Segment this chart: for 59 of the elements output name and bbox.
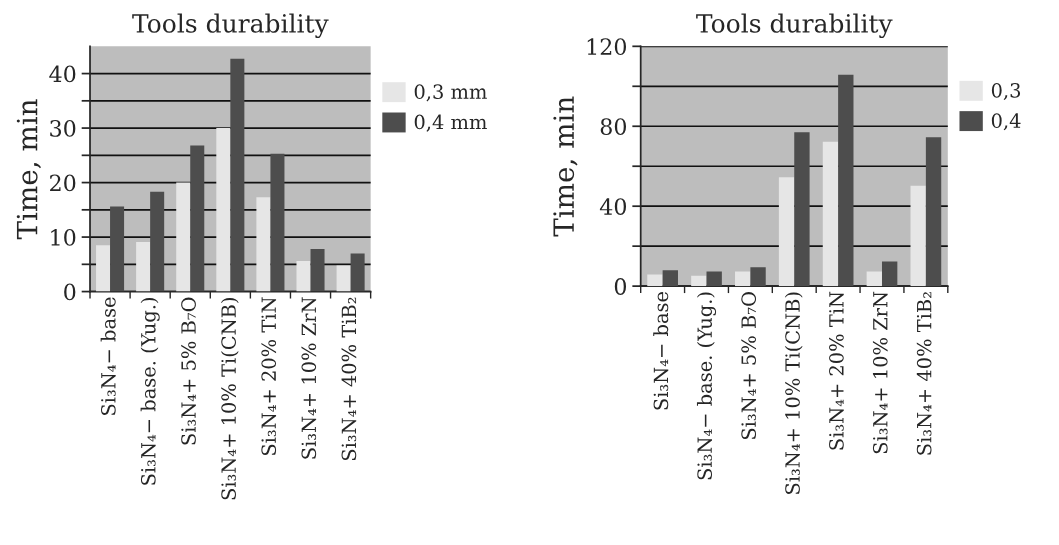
bar (110, 206, 125, 292)
legend-label: 0,4 mm (414, 114, 487, 132)
bar (866, 271, 882, 287)
bar (882, 261, 898, 287)
bar (794, 132, 810, 287)
bar (778, 177, 795, 287)
bar (822, 141, 839, 287)
y-tick-label: 0 (614, 278, 627, 295)
bar (750, 267, 766, 287)
x-tick-label: Si₃N₄− base. (Yug.) (696, 292, 717, 480)
x-tick-label: Si₃N₄− base (100, 297, 116, 415)
bar (662, 270, 678, 287)
x-tick-label: Si₃N₄+ 20% TiN (829, 291, 844, 450)
bar (176, 182, 191, 292)
y-tick-label: 120 (587, 38, 627, 56)
bar (838, 74, 854, 287)
bar (910, 185, 926, 287)
x-tick-label: Si₃N₄+ 20% TiN (261, 297, 277, 456)
y-tick-label: 30 (50, 120, 76, 137)
bar (190, 145, 205, 292)
chart-title: Tools durability (132, 13, 329, 38)
bar (150, 191, 165, 292)
y-tick-label: 40 (599, 198, 627, 215)
bar (296, 261, 311, 292)
x-tick-label: Si₃N₄+ 5% B₇O (741, 292, 757, 440)
y-tick-label: 40 (49, 65, 76, 83)
bar (706, 271, 722, 287)
x-tick-label: Si₃N₄+ 10% Ti(CNB) (784, 292, 803, 494)
bar (256, 197, 271, 292)
chart-title: Tools durability (696, 13, 893, 38)
x-tick-label: Si₃N₄− base (653, 291, 669, 410)
bar (310, 249, 325, 292)
bar (735, 271, 751, 287)
x-tick-label: Si₃N₄+ 10% ZrN (872, 291, 888, 454)
y-tick-label: 10 (51, 229, 76, 246)
bar (336, 265, 351, 292)
x-tick-label: Si₃N₄− base. (Yug.) (140, 297, 160, 485)
bar (96, 245, 111, 292)
x-tick-label: Si₃N₄+ 40% TiB₂ (916, 292, 932, 455)
bar (350, 253, 365, 292)
y-tick-label: 0 (64, 283, 76, 301)
y-axis-title: Time, min (553, 96, 578, 237)
y-tick-label: 80 (600, 118, 627, 136)
bar (230, 58, 245, 292)
bar (136, 241, 151, 292)
bar (216, 128, 231, 292)
bar (270, 153, 285, 292)
x-tick-label: Si₃N₄+ 10% Ti(CNB) (220, 297, 239, 500)
y-tick-label: 20 (50, 174, 76, 192)
legend-label: 0,4 (991, 113, 1021, 131)
bar (647, 274, 663, 287)
x-tick-label: Si₃N₄+ 5% B₇O (181, 297, 196, 445)
legend-label: 0,3 (991, 82, 1021, 101)
y-axis-title: Time, min (16, 99, 41, 240)
bar (691, 275, 707, 287)
bar (925, 137, 942, 287)
x-tick-label: Si₃N₄+ 10% ZrN (301, 297, 317, 459)
legend-label: 0,3 mm (414, 84, 487, 102)
x-tick-label: Si₃N₄+ 40% TiB₂ (341, 297, 357, 461)
